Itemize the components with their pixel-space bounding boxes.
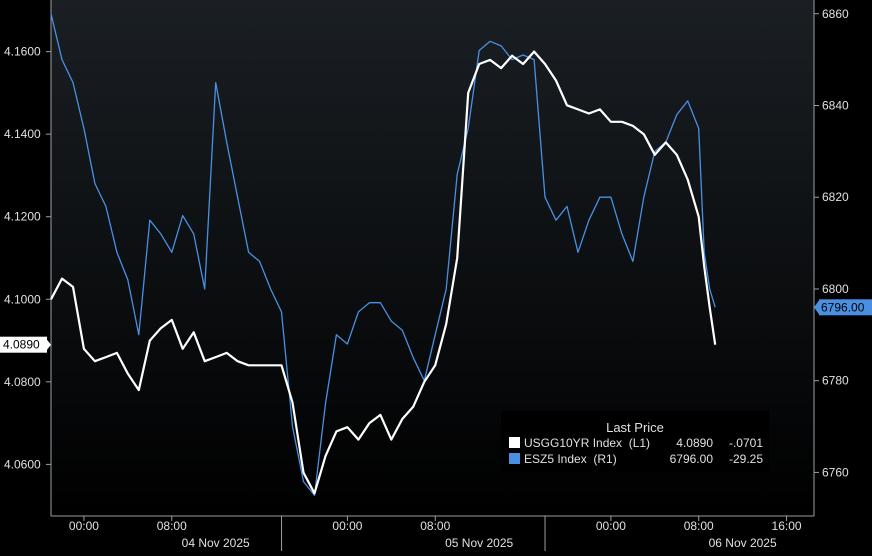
x-tick-label: 08:00: [157, 519, 187, 533]
left-tick-label: 4.1400: [4, 127, 41, 141]
right-tick-label: 6840: [822, 98, 849, 112]
legend-name-usgg10yr: USGG10YR Index (L1): [524, 436, 650, 450]
left-tick-label: 4.1000: [4, 292, 41, 306]
x-tick-label: 00:00: [69, 519, 99, 533]
legend-value-esz5: 6796.00: [670, 452, 714, 466]
left-last-value-label: 4.0890: [3, 338, 40, 352]
left-axis-ticks: 4.0600 4.0800 4.1000 4.1200 4.1400 4.1600: [4, 45, 51, 471]
right-axis-ticks: 6760 6780 6800 6820 6840 6860: [814, 7, 849, 479]
x-tick-label: 00:00: [596, 519, 626, 533]
x-tick-label: 16:00: [772, 519, 802, 533]
left-tick-label: 4.1200: [4, 210, 41, 224]
series-layer: [50, 13, 717, 497]
x-tick-label: 00:00: [332, 519, 362, 533]
x-tick-label: 08:00: [684, 519, 714, 533]
legend-swatch-esz5: [509, 453, 520, 464]
left-last-value-pointer: [47, 339, 51, 350]
right-tick-label: 6800: [822, 282, 849, 296]
x-day-label: 04 Nov 2025: [182, 536, 250, 550]
legend-name-esz5: ESZ5 Index (R1): [524, 452, 617, 466]
right-tick-label: 6760: [822, 465, 849, 479]
right-last-value-pointer: [814, 300, 819, 315]
legend: Last Price USGG10YR Index (L1) 4.0890 -.…: [501, 411, 769, 472]
x-day-label: 05 Nov 2025: [445, 536, 513, 550]
legend-change-usgg10yr: -.0701: [729, 436, 763, 450]
legend-box: [501, 411, 769, 472]
x-axis-ticks: 00:00 08:00 00:00 08:00 00:00 08:00 16:00 04 No…: [69, 516, 802, 551]
series-line-esz5: [50, 13, 716, 497]
left-tick-label: 4.0600: [4, 457, 41, 471]
legend-value-usgg10yr: 4.0890: [676, 436, 713, 450]
series-line-usgg10yr: [50, 50, 717, 495]
last-value-labels: 4.0890 6796.00: [0, 299, 872, 353]
right-tick-label: 6780: [822, 374, 849, 388]
x-tick-label: 08:00: [420, 519, 450, 533]
left-last-value-box: [0, 336, 47, 353]
right-tick-label: 6820: [822, 190, 849, 204]
right-last-value-label: 6796.00: [821, 300, 865, 314]
legend-title: Last Price: [606, 420, 664, 435]
right-tick-label: 6860: [822, 7, 849, 21]
left-tick-label: 4.0800: [4, 375, 41, 389]
right-last-value-box: [819, 299, 872, 316]
legend-swatch-usgg10yr: [509, 437, 520, 448]
legend-change-esz5: -29.25: [729, 452, 763, 466]
left-tick-label: 4.1600: [4, 45, 41, 59]
x-day-label: 06 Nov 2025: [709, 536, 777, 550]
